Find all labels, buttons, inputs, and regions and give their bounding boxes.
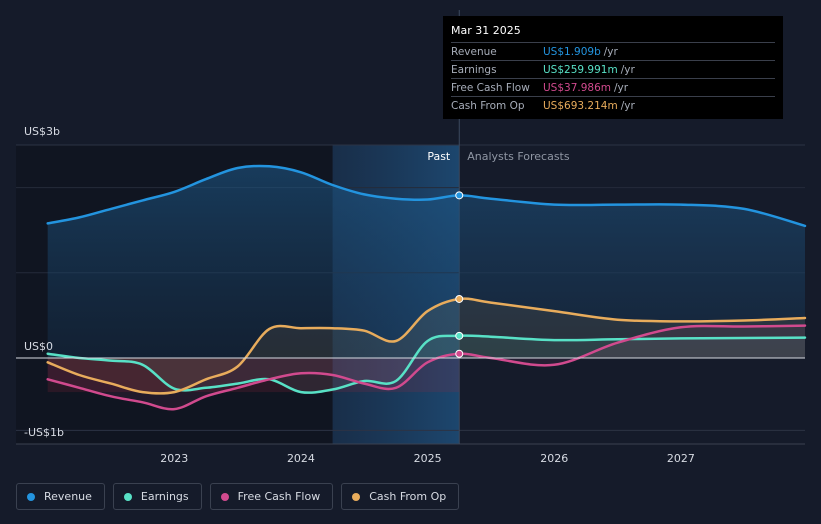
series-point-earnings bbox=[455, 331, 464, 340]
tooltip-value: US$37.986m bbox=[543, 81, 611, 94]
tooltip-row-cash-from-op: Cash From Op US$693.214m /yr bbox=[451, 96, 775, 114]
tooltip-unit: /yr bbox=[603, 45, 618, 58]
legend-label: Free Cash Flow bbox=[237, 490, 321, 503]
x-tick-label: 2024 bbox=[287, 452, 315, 465]
series-area-earnings bbox=[47, 335, 805, 393]
past-label: Past bbox=[427, 150, 451, 163]
tooltip-unit: /yr bbox=[620, 63, 635, 76]
series-area-cash-from-op bbox=[47, 298, 805, 394]
y-tick-label: US$3b bbox=[24, 125, 60, 138]
x-tick-label: 2027 bbox=[667, 452, 695, 465]
tooltip-unit: /yr bbox=[620, 99, 635, 112]
y-tick-label: US$0 bbox=[24, 340, 53, 353]
tooltip-row-earnings: Earnings US$259.991m /yr bbox=[451, 60, 775, 78]
series-point-free-cash-flow bbox=[455, 349, 464, 358]
legend-label: Revenue bbox=[44, 490, 92, 503]
legend-item-cash-from-op[interactable]: Cash From Op bbox=[341, 483, 460, 510]
series-line-revenue bbox=[46, 164, 807, 228]
y-tick-label: -US$1b bbox=[24, 426, 64, 439]
legend-dot-icon bbox=[27, 492, 35, 501]
chart-legend: Revenue Earnings Free Cash Flow Cash Fro… bbox=[16, 483, 460, 510]
tooltip-date: Mar 31 2025 bbox=[451, 24, 521, 37]
tooltip-label: Cash From Op bbox=[451, 99, 525, 112]
tooltip-unit: /yr bbox=[614, 81, 629, 94]
legend-item-revenue[interactable]: Revenue bbox=[16, 483, 105, 510]
tooltip-value: US$1.909b bbox=[543, 45, 601, 58]
tooltip-label: Free Cash Flow bbox=[451, 81, 530, 94]
tooltip-value: US$693.214m bbox=[543, 99, 618, 112]
x-tick-label: 2023 bbox=[160, 452, 188, 465]
legend-item-earnings[interactable]: Earnings bbox=[112, 483, 202, 510]
tooltip-label: Earnings bbox=[451, 63, 497, 76]
series-line-earnings bbox=[46, 334, 807, 394]
series-area-free-cash-flow bbox=[47, 325, 805, 410]
series-line-cash-from-op bbox=[46, 297, 807, 395]
hover-tooltip: Mar 31 2025 Revenue US$1.909b /yr Earnin… bbox=[443, 16, 783, 119]
series-point-revenue bbox=[455, 191, 464, 200]
x-tick-label: 2025 bbox=[414, 452, 442, 465]
tooltip-label: Revenue bbox=[451, 45, 497, 58]
legend-label: Earnings bbox=[140, 490, 189, 503]
legend-dot-icon bbox=[123, 492, 132, 501]
legend-label: Cash From Op bbox=[369, 490, 447, 503]
series-area-revenue bbox=[47, 165, 805, 358]
legend-dot-icon bbox=[352, 492, 361, 501]
forecast-label: Analysts Forecasts bbox=[467, 150, 570, 163]
series-point-cash-from-op bbox=[455, 294, 464, 303]
legend-item-free-cash-flow[interactable]: Free Cash Flow bbox=[209, 483, 334, 510]
tooltip-row-revenue: Revenue US$1.909b /yr bbox=[451, 42, 775, 60]
series-line-free-cash-flow bbox=[46, 324, 807, 411]
tooltip-row-free-cash-flow: Free Cash Flow US$37.986m /yr bbox=[451, 78, 775, 96]
x-tick-label: 2026 bbox=[540, 452, 568, 465]
tooltip-value: US$259.991m bbox=[543, 63, 618, 76]
legend-dot-icon bbox=[220, 492, 229, 501]
